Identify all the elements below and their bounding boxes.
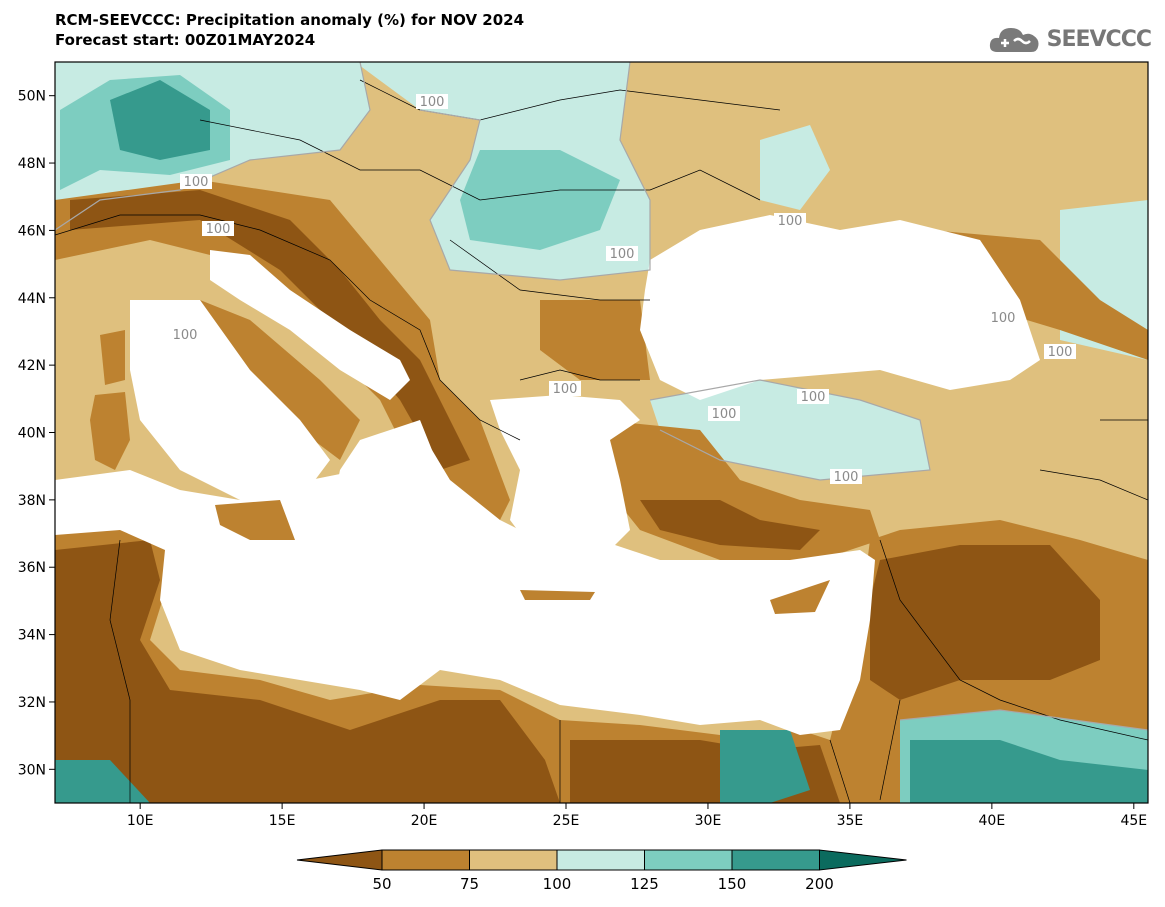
lat-tick-label: 40N xyxy=(18,426,46,442)
contour-label: 100 xyxy=(834,470,859,485)
lon-tick-label: 35E xyxy=(837,813,864,829)
lat-tick-label: 36N xyxy=(18,560,46,576)
syria-iraq-very-dry xyxy=(870,545,1100,700)
sinai-wet xyxy=(720,730,810,803)
adriatic-sea xyxy=(210,250,410,400)
map-subtitle: Forecast start: 00Z01MAY2024 xyxy=(55,31,316,49)
colorbar-label: 125 xyxy=(630,875,659,893)
ionian-sea xyxy=(330,420,460,560)
lon-tick-label: 10E xyxy=(127,813,154,829)
colorbar-segment xyxy=(819,849,907,871)
contour-label: 100 xyxy=(778,214,803,229)
ukraine-wet xyxy=(760,125,830,210)
contour-label-bg xyxy=(830,469,862,484)
contour-label: 100 xyxy=(712,407,737,422)
sardinia-island xyxy=(90,392,130,470)
colorbar-segment xyxy=(469,849,558,871)
contour-label-bg xyxy=(416,94,448,109)
contour-label: 100 xyxy=(553,382,578,397)
logo-text: SEEVCCC xyxy=(1046,26,1152,52)
lon-tick-label: 20E xyxy=(411,813,438,829)
lat-tick-label: 42N xyxy=(18,358,46,374)
contour-label: 100 xyxy=(1048,345,1073,360)
contour-label-group: 100 100 100 100 100 100 100 100 100 100 100 100 xyxy=(169,94,1076,485)
title-block: RCM-SEEVCCC: Precipitation anomaly (%) f… xyxy=(55,10,524,50)
aegean-sea xyxy=(490,395,640,560)
contour-lines xyxy=(55,62,1148,731)
colorbar-segment xyxy=(556,849,645,871)
colorbar-label: 150 xyxy=(718,875,747,893)
lon-tick-label: 15E xyxy=(269,813,296,829)
colorbar-segment xyxy=(381,849,470,871)
contour-label-bg xyxy=(606,246,638,261)
contour-label-bg xyxy=(180,174,212,189)
contour-label: 100 xyxy=(206,222,231,237)
lat-tick-label: 50N xyxy=(18,89,46,105)
contour-label: 100 xyxy=(801,390,826,405)
contour-label: 100 xyxy=(991,311,1016,326)
colorbar-segment xyxy=(731,849,820,871)
latitude-axis: 50N 48N 46N 44N 42N 40N 38N 36N 34N 32N 30N xyxy=(18,89,55,778)
contour-label-bg xyxy=(708,406,740,421)
lon-tick-label: 40E xyxy=(979,813,1006,829)
colorbar-label: 50 xyxy=(372,875,391,893)
contour-label-bg xyxy=(797,389,829,404)
longitude-axis: 10E 15E 20E 25E 30E 35E 40E 45E xyxy=(127,803,1147,829)
map-title: RCM-SEEVCCC: Precipitation anomaly (%) f… xyxy=(55,11,525,29)
colorbar-label: 100 xyxy=(543,875,572,893)
alps-very-wet xyxy=(110,80,210,160)
libya-wet-corner xyxy=(55,760,150,803)
lat-tick-label: 30N xyxy=(18,762,46,778)
colorbar-label: 200 xyxy=(805,875,834,893)
lat-tick-label: 46N xyxy=(18,223,46,239)
contour-label-bg xyxy=(169,327,201,342)
contour-label-bg xyxy=(774,213,806,228)
lon-tick-label: 25E xyxy=(553,813,580,829)
seevccc-logo: SEEVCCC xyxy=(987,22,1152,56)
lat-tick-label: 38N xyxy=(18,493,46,509)
colorbar: 50 75 100 125 150 200 xyxy=(296,849,907,893)
contour-label-bg xyxy=(987,310,1019,325)
contour-label-bg xyxy=(549,381,581,396)
carpathians-more-wet xyxy=(460,150,620,250)
romania-dry xyxy=(540,300,650,380)
cloud-icon xyxy=(989,28,1039,52)
crete-island xyxy=(520,590,595,600)
north-africa-very-dry xyxy=(55,540,560,803)
contour-label: 100 xyxy=(173,328,198,343)
lat-tick-label: 34N xyxy=(18,628,46,644)
lat-tick-label: 32N xyxy=(18,695,46,711)
saudi-very-wet xyxy=(910,740,1148,803)
italy-dry xyxy=(200,300,360,460)
contour-label: 100 xyxy=(420,95,445,110)
anatolia-very-dry xyxy=(640,500,820,550)
contour-label-bg xyxy=(1044,344,1076,359)
sicily-island xyxy=(215,500,295,540)
colorbar-label: 75 xyxy=(460,875,479,893)
colorbar-segment xyxy=(644,849,733,871)
lat-tick-label: 48N xyxy=(18,156,46,172)
contour-label-bg xyxy=(202,221,234,236)
corsica-island xyxy=(100,330,125,385)
tyrrhenian-sea xyxy=(130,300,330,500)
lon-tick-label: 30E xyxy=(695,813,722,829)
black-sea xyxy=(640,215,1040,400)
lon-tick-label: 45E xyxy=(1120,813,1147,829)
colorbar-segment xyxy=(296,849,383,871)
map-field xyxy=(55,62,1148,803)
contour-label: 100 xyxy=(610,247,635,262)
cyprus-island xyxy=(770,580,830,614)
lat-tick-label: 44N xyxy=(18,291,46,307)
contour-label: 100 xyxy=(184,175,209,190)
